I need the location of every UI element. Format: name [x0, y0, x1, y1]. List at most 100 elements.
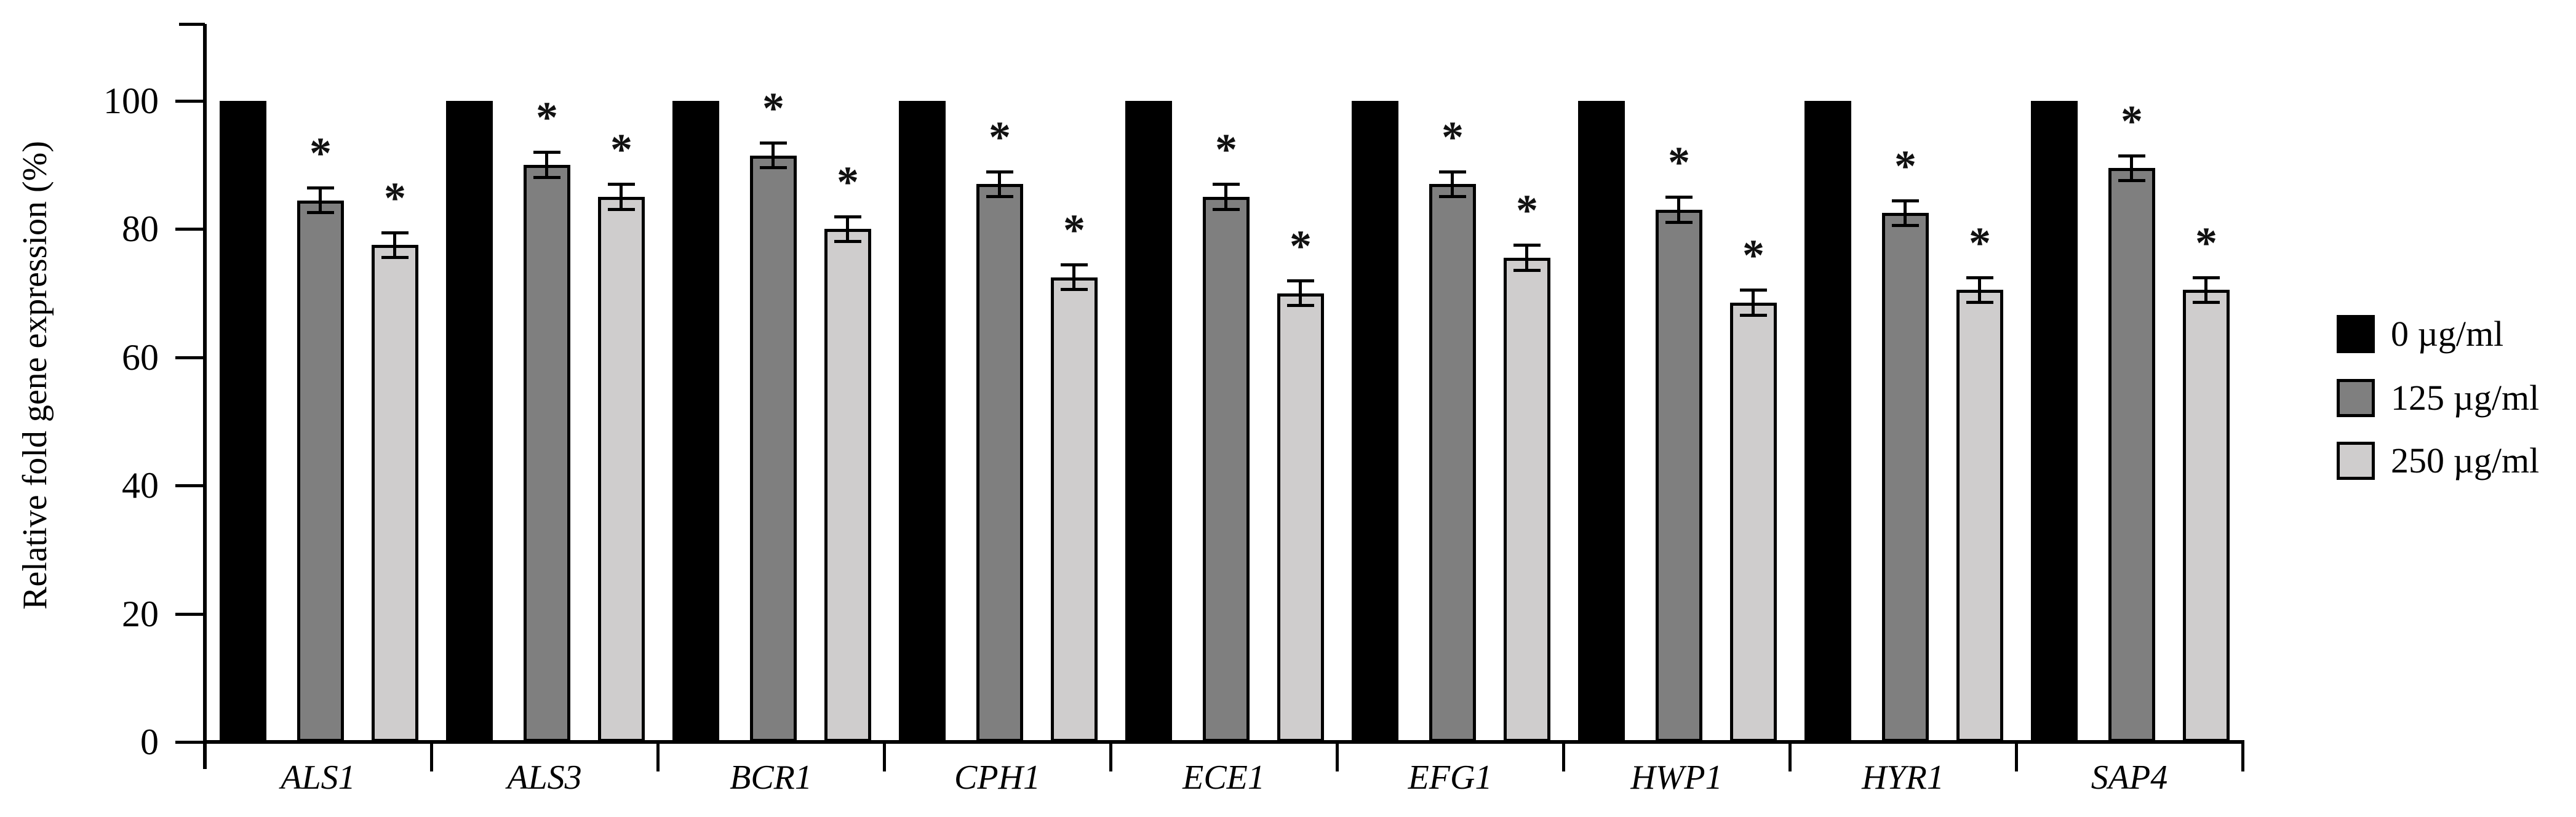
- bar: [976, 184, 1023, 742]
- category-label: HWP1: [1630, 759, 1723, 797]
- y-tick-label: 0: [140, 722, 159, 762]
- significance-asterisk: *: [1668, 138, 1690, 188]
- x-tick: [2015, 742, 2018, 771]
- bar: [372, 245, 418, 742]
- category-label: ALS3: [507, 759, 582, 797]
- x-tick: [430, 742, 433, 771]
- error-bar-cap-top: [760, 141, 787, 145]
- bar: [1125, 101, 1172, 742]
- legend-label: 0 µg/ml: [2391, 314, 2504, 354]
- error-bar-cap-bottom: [1665, 220, 1693, 224]
- bar: [2031, 101, 2078, 742]
- legend-swatch: [2337, 315, 2375, 353]
- error-bar-cap-top: [307, 186, 334, 189]
- category-label: EFG1: [1408, 759, 1493, 797]
- significance-asterisk: *: [384, 173, 406, 223]
- y-tick: [175, 741, 205, 744]
- significance-asterisk: *: [536, 93, 558, 143]
- bar: [1656, 210, 1702, 742]
- error-bar-cap-top: [2118, 154, 2145, 157]
- error-bar: [998, 171, 1001, 197]
- y-tick: [175, 100, 205, 103]
- significance-asterisk: *: [2195, 218, 2217, 268]
- significance-asterisk: *: [989, 112, 1011, 162]
- error-bar: [319, 187, 322, 213]
- error-bar-cap-top: [1061, 263, 1088, 266]
- significance-asterisk: *: [1894, 141, 1916, 191]
- significance-asterisk: *: [2121, 96, 2143, 146]
- error-bar: [1752, 290, 1755, 316]
- error-bar-cap-top: [1966, 276, 1993, 279]
- significance-asterisk: *: [1969, 218, 1991, 268]
- error-bar-cap-top: [2193, 276, 2220, 279]
- error-bar-cap-top: [1439, 170, 1466, 173]
- significance-asterisk: *: [837, 157, 859, 207]
- error-bar-cap-bottom: [2193, 301, 2220, 305]
- error-bar-cap-top: [381, 231, 409, 234]
- bar: [672, 101, 719, 742]
- x-tick: [2241, 742, 2244, 771]
- bar: [446, 101, 493, 742]
- bar: [1730, 303, 1777, 742]
- y-tick-label: 60: [122, 337, 159, 378]
- bar: [824, 229, 871, 742]
- bar: [1051, 277, 1098, 742]
- bar: [2183, 290, 2230, 742]
- y-tick: [175, 612, 205, 616]
- significance-asterisk: *: [610, 125, 632, 175]
- bar: [1352, 101, 1398, 742]
- error-bar: [2130, 155, 2133, 181]
- legend-swatch: [2337, 379, 2375, 417]
- error-bar-cap-bottom: [1213, 208, 1240, 212]
- category-label: HYR1: [1862, 759, 1944, 797]
- bar: [1578, 101, 1625, 742]
- bar: [899, 101, 946, 742]
- error-bar-cap-bottom: [1966, 301, 1993, 305]
- x-tick: [883, 742, 886, 771]
- significance-asterisk: *: [1063, 205, 1085, 255]
- error-bar: [1525, 245, 1528, 271]
- bar: [1882, 213, 1929, 742]
- error-bar: [1978, 277, 1981, 303]
- category-label: ECE1: [1182, 759, 1265, 797]
- y-tick: [175, 356, 205, 359]
- error-bar-cap-bottom: [608, 208, 635, 212]
- bar: [1504, 258, 1550, 742]
- category-label: SAP4: [2091, 759, 2168, 797]
- error-bar-cap-bottom: [533, 176, 560, 180]
- error-bar: [545, 152, 548, 178]
- error-bar-cap-bottom: [1287, 304, 1314, 308]
- error-bar-cap-bottom: [986, 195, 1013, 199]
- error-bar: [1224, 184, 1227, 210]
- error-bar: [1904, 200, 1907, 226]
- error-bar-cap-bottom: [1439, 195, 1466, 199]
- error-bar: [1451, 171, 1454, 197]
- x-tick: [1788, 742, 1792, 771]
- bar: [220, 101, 266, 742]
- y-tick-label: 80: [122, 209, 159, 250]
- error-bar-cap-top: [1740, 289, 1767, 292]
- error-bar-cap-bottom: [307, 211, 334, 215]
- significance-asterisk: *: [1442, 112, 1464, 162]
- y-tick: [175, 484, 205, 488]
- error-bar-cap-bottom: [1892, 224, 1919, 228]
- bar: [524, 165, 570, 742]
- x-axis-line: [203, 740, 2244, 744]
- bar: [297, 200, 344, 742]
- error-bar-cap-top: [1665, 196, 1693, 199]
- error-bar-cap-bottom: [834, 240, 861, 244]
- error-bar-cap-top: [1892, 199, 1919, 202]
- bar: [1804, 101, 1851, 742]
- error-bar-cap-bottom: [2118, 179, 2145, 183]
- y-tick-label: 40: [122, 465, 159, 506]
- error-bar-cap-bottom: [381, 256, 409, 260]
- error-bar-cap-bottom: [760, 166, 787, 170]
- error-bar-cap-bottom: [1061, 288, 1088, 292]
- legend-label: 125 µg/ml: [2391, 378, 2540, 418]
- bar: [750, 155, 797, 742]
- legend-label: 250 µg/ml: [2391, 440, 2540, 480]
- bar: [598, 197, 645, 742]
